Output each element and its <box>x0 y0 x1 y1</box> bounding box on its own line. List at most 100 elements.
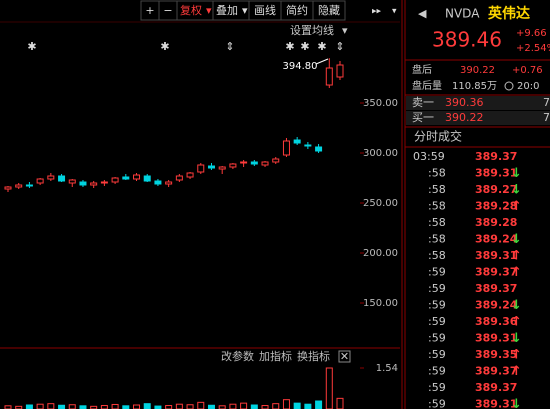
trade-time: :59 <box>428 315 446 328</box>
trade-price: 389.31 <box>475 398 517 409</box>
trade-arrow: ↑ <box>511 315 522 330</box>
svg-text:⇕: ⇕ <box>335 40 344 53</box>
toolbar-label: 隐藏 <box>318 4 340 17</box>
trade-price: 389.31 <box>475 332 517 345</box>
trade-price: 389.37 <box>475 150 517 163</box>
trade-arrow: ↓ <box>511 183 522 198</box>
y-tick-label: 150.00 <box>363 298 398 309</box>
trade-time: :59 <box>428 398 446 409</box>
toolbar: + − 复权 ▾ 叠加 ▾ 画线 简约 隐藏 ▸▸ ▾ <box>140 0 397 21</box>
volume-bar <box>207 404 215 409</box>
volume-bar <box>272 403 280 409</box>
volume-bar <box>143 403 151 409</box>
trade-price: 389.24 <box>475 233 518 246</box>
trade-time: :58 <box>428 216 446 229</box>
trade-arrow: ↑ <box>511 265 522 280</box>
volume-bar <box>250 404 258 409</box>
close-button[interactable] <box>338 350 351 363</box>
candle-body <box>47 175 55 180</box>
volume-bar <box>175 403 183 409</box>
volume-bar <box>47 403 55 409</box>
trade-arrow: ↑ <box>511 199 522 214</box>
candle-body <box>15 184 23 188</box>
candle-body <box>68 179 76 184</box>
trade-time: :59 <box>428 365 446 378</box>
high-label: 394.80 <box>283 61 318 72</box>
trade-price: 389.28 <box>475 216 517 229</box>
settings-label[interactable]: 设置均线 <box>290 23 334 37</box>
event-icons: ✱ ✱ ⇕ ✱ ✱ ✱ ⇕ <box>27 40 344 53</box>
bid-size: 7 <box>543 111 550 124</box>
trade-price: 389.27 <box>475 183 517 196</box>
ask-price: 390.36 <box>445 96 484 109</box>
toolbar-button[interactable] <box>312 0 346 21</box>
more-icon: ▸▸ <box>372 7 382 17</box>
trade-arrow: ↑ <box>511 364 522 379</box>
volume-bar <box>165 405 173 409</box>
volume-bar <box>336 397 344 409</box>
volume-bar <box>304 403 312 409</box>
svg-text:⇕: ⇕ <box>225 40 234 53</box>
y-tick-label: 1.54 <box>376 363 398 374</box>
label: 盘后 <box>412 63 432 76</box>
candle-body <box>229 163 237 168</box>
clock-icon <box>504 81 514 91</box>
y-tick-label: 350.00 <box>363 98 398 109</box>
svg-text:✱: ✱ <box>27 40 36 53</box>
candle-body <box>282 140 290 156</box>
y-tick-label: 250.00 <box>363 198 398 209</box>
volume-bar <box>229 403 237 409</box>
candle-body <box>143 175 151 182</box>
candle-body <box>100 181 108 184</box>
volume-bar <box>197 401 205 409</box>
trade-arrow: ↓ <box>511 166 522 181</box>
toolbar-label: − <box>163 4 172 17</box>
trade-time: :59 <box>428 348 446 361</box>
toolbar-label: 简约 <box>286 3 308 17</box>
toolbar-label: 叠加 <box>216 4 238 17</box>
volume-bar <box>25 404 33 409</box>
trade-arrow: ↓ <box>511 397 522 409</box>
svg-text:✱: ✱ <box>285 40 294 53</box>
indicator-button[interactable]: 换指标 <box>297 349 330 363</box>
trade-time: :58 <box>428 183 446 196</box>
label: 卖一 <box>412 96 434 109</box>
back-arrow[interactable]: ◀ <box>418 7 427 20</box>
trade-arrow: ↓ <box>511 331 522 346</box>
indicator-buttons: 改参数 加指标 换指标 <box>221 349 330 363</box>
candle-chart: 350.00 300.00 250.00 200.00 150.00 1.54 <box>4 58 398 409</box>
y-tick-label: 300.00 <box>363 148 398 159</box>
candle-body <box>111 177 119 183</box>
candle-body <box>250 161 258 165</box>
volume-bar <box>58 404 66 409</box>
volume-bar <box>261 405 269 409</box>
trade-time: :59 <box>428 266 446 279</box>
trade-time: :58 <box>428 167 446 180</box>
candle-body <box>25 184 33 187</box>
trade-time: :58 <box>428 200 446 213</box>
trades-title: 分时成交 <box>414 129 462 144</box>
candle-body <box>304 144 312 147</box>
candle-body <box>165 181 173 185</box>
candle-body <box>175 175 183 181</box>
volume-bar <box>68 404 76 409</box>
trade-price: 389.31 <box>475 249 517 262</box>
candle-body <box>240 161 248 164</box>
volume-bar <box>325 367 333 409</box>
toolbar-label: + <box>145 4 154 17</box>
volume-bar <box>111 403 119 409</box>
ask-size: 7 <box>543 96 550 109</box>
dropdown-icon: ▾ <box>206 4 212 17</box>
candle-body <box>197 164 205 173</box>
indicator-button[interactable]: 加指标 <box>259 349 292 363</box>
trade-price: 389.37 <box>475 282 517 295</box>
close-icon: ✕ <box>340 350 349 363</box>
change: +9.66 <box>516 28 547 39</box>
indicator-button[interactable]: 改参数 <box>221 349 254 363</box>
stock-name: 英伟达 <box>487 5 530 22</box>
candle-body <box>79 181 87 186</box>
after-change: +0.76 <box>512 65 543 76</box>
after-price: 390.22 <box>460 65 495 76</box>
